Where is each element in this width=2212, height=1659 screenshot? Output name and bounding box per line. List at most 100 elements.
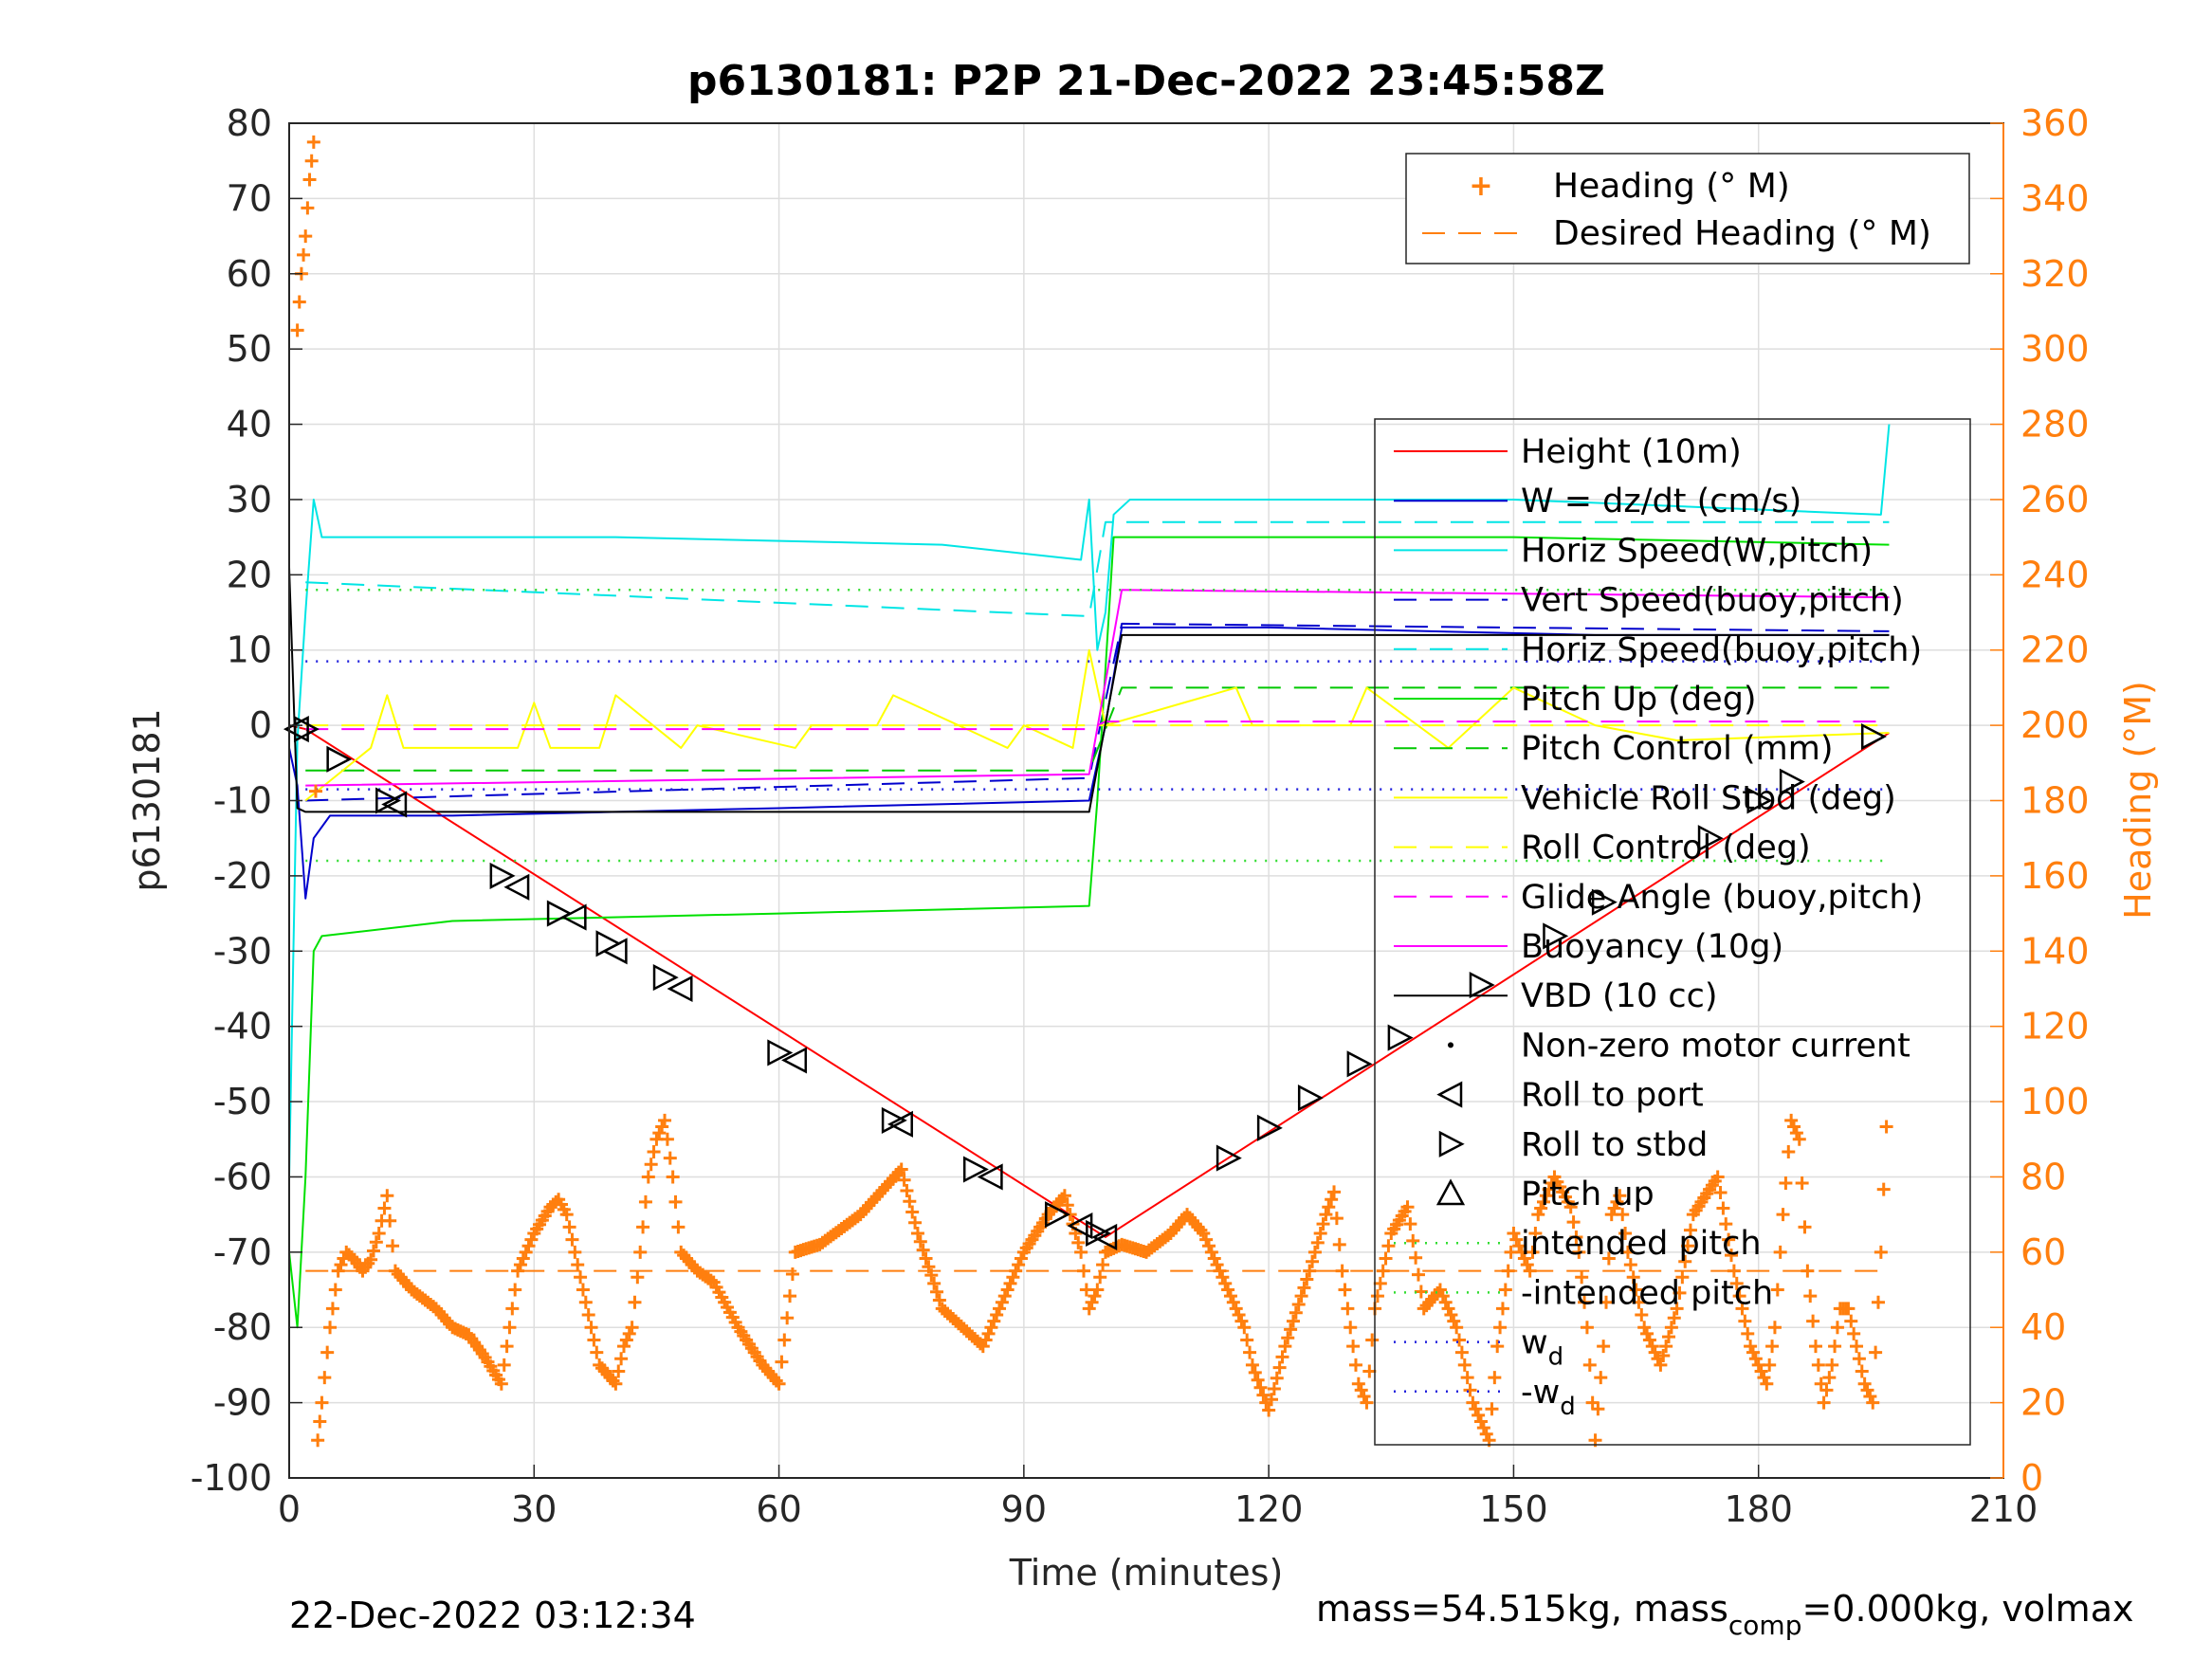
heading-point [1365,1333,1380,1347]
chart-title: p6130181: P2P 21-Dec-2022 23:45:58Z [687,57,1605,105]
y2-tick-label: 200 [2020,704,2090,746]
series-glide-angle-buoy-pitch [305,720,1890,731]
heading-point [916,1243,930,1257]
heading-point [302,173,317,187]
heading-point [328,1283,342,1297]
y-tick-label: 80 [227,102,272,144]
heading-point [1517,1251,1531,1266]
heading-point [1806,1314,1820,1328]
heading-point [1082,1302,1096,1316]
heading-point [301,201,315,215]
roll-to-stbd-marker [1746,787,1773,814]
heading-point [513,1258,527,1272]
heading-point [990,1307,1004,1322]
heading-point [900,1184,914,1197]
heading-point [494,1376,508,1391]
heading-point [1662,1330,1676,1344]
heading-point [1278,1340,1292,1354]
heading-point [386,1239,400,1253]
series-pitch-up-deg [288,536,1890,1329]
heading-point [1501,1264,1515,1278]
heading-point [1381,1239,1396,1253]
heading-point [1057,1189,1071,1203]
heading-point [1830,1321,1844,1335]
heading-point [1360,1395,1374,1410]
roll-to-stbd-marker [375,787,402,814]
heading-point [1713,1185,1728,1199]
heading-point [666,1170,680,1184]
heading-point [584,1321,598,1335]
heading-point [1090,1283,1105,1297]
roll-to-stbd-marker [1387,1024,1414,1051]
roll-to-port-marker [560,903,587,931]
heading-point [1572,1245,1586,1259]
heading-point [1722,1232,1736,1247]
legend-heading: + Heading (° M) Desired Heading (° M) [1405,153,1970,264]
heading-point [783,1289,797,1304]
heading-point [1735,1302,1749,1316]
heading-point [1003,1276,1017,1290]
heading-point [922,1260,936,1274]
legend-label-non-zero-motor-current: Non-zero motor current [1521,1027,1910,1065]
y2-tick-label: 280 [2020,404,2090,446]
heading-point [1253,1380,1268,1395]
heading-point [932,1293,946,1307]
heading-point [369,1235,383,1249]
heading-point [1852,1352,1866,1366]
heading-point [622,1326,636,1340]
roll-to-stbd-marker [652,963,679,992]
heading-point [1656,1348,1671,1362]
heading-point [1779,1176,1793,1191]
heading-point [633,1245,648,1259]
roll-to-port-marker [1067,1212,1093,1240]
y2-tick-label: 240 [2020,554,2090,595]
heading-point [1362,1364,1377,1378]
heading-point [1787,1120,1801,1134]
roll-to-stbd-marker [1861,722,1887,751]
roll-to-stbd-marker [1086,1219,1112,1248]
heading-point [636,1220,650,1234]
heading-point [625,1321,639,1335]
heading-point [984,1321,998,1335]
heading-point [1629,1283,1643,1297]
heading-point [652,1126,667,1140]
heading-point [562,1220,576,1234]
heading-point [1811,1358,1825,1372]
y-tick-label: -80 [213,1306,272,1348]
heading-point [559,1208,574,1222]
heading-point [372,1226,386,1240]
y-tick-label: -10 [213,780,272,822]
heading-point [1626,1270,1640,1285]
heading-point [1202,1239,1216,1253]
heading-point [1284,1322,1298,1337]
heading-point [1582,1358,1597,1372]
heading-point [1795,1176,1809,1191]
heading-point [313,1414,327,1429]
y2-tick-label: 120 [2020,1006,2090,1048]
heading-point [1754,1364,1768,1378]
heading-point [519,1245,533,1259]
footer-mass-sub: comp [1728,1610,1802,1641]
heading-point [1632,1295,1646,1309]
heading-point [1741,1326,1755,1340]
heading-point [612,1364,626,1378]
heading-point [380,1189,394,1203]
heading-point [1329,1212,1344,1226]
heading-point [1463,1383,1477,1397]
heading-point [1803,1289,1818,1304]
heading-point [318,1371,332,1385]
heading-point [1819,1383,1834,1397]
heading-point [1841,1302,1856,1316]
roll-to-port-marker [283,716,309,743]
legend-label-vehicle-roll-stbd-deg: Vehicle Roll Stbd (deg) [1521,779,1896,817]
x-tick-label: 120 [1234,1488,1304,1530]
legend-main-box [1374,418,1971,1446]
x-axis-label: Time (minutes) [1009,1552,1284,1594]
heading-point [311,1433,325,1448]
heading-point [1879,1120,1893,1134]
heading-point [511,1264,525,1278]
heading-point [1325,1193,1339,1207]
heading-point [1000,1283,1015,1297]
legend-heading-marker: + [1469,170,1492,203]
heading-point [897,1173,911,1187]
